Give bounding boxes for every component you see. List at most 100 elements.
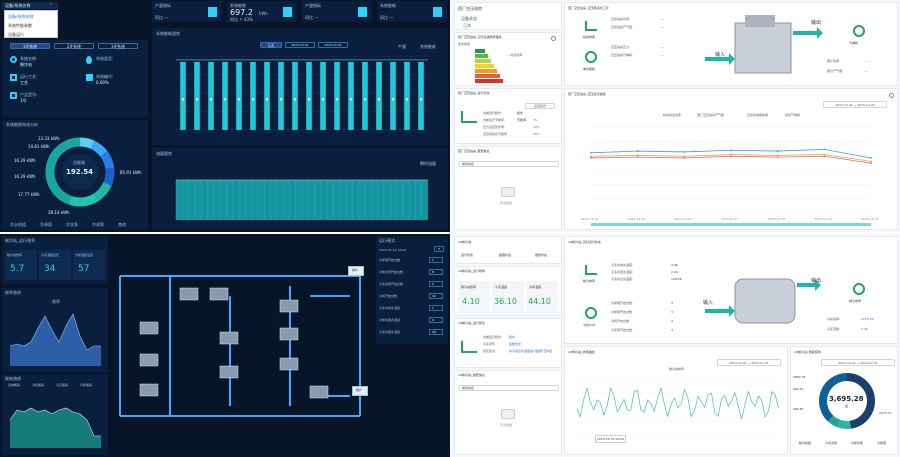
donut-label: 14.81 kWh [28, 144, 50, 149]
date-start: 2023-12-30 [835, 103, 853, 107]
efficiency-area-chart [9, 313, 101, 366]
donut-label: 2862.35 [793, 375, 806, 379]
info-label: 系统编号: [96, 74, 114, 79]
chiller-eff-curve-panel: 1#制冷站_效率曲线 2023-12-01 → 2023-12-31 制冷站效率… [564, 346, 788, 455]
eff-button[interactable]: 制冷效率 [583, 279, 596, 283]
live-row-value: --- [661, 45, 665, 49]
bar-marker [279, 98, 283, 101]
live-row-value: 3 [671, 310, 673, 314]
live-row-label: 冷冻水供水温度: [611, 263, 634, 267]
settings-icon[interactable] [551, 36, 556, 41]
opt-row-value: 将冷冻出水温度由7度提升至8度 [509, 349, 552, 353]
efficiency-curve-panel: 效率曲线 效率 [2, 288, 108, 372]
bar [376, 61, 382, 130]
donut-panel: 系统能耗构成分析 192.54 总能耗 13.33 kWh 14.81 kWh … [2, 120, 148, 230]
panel-subtitle: 能效等级 [458, 42, 471, 46]
bar-growth-icon [585, 265, 597, 275]
eff-button[interactable]: 综合效率 [583, 35, 596, 39]
data-point [683, 151, 686, 153]
range-button[interactable]: 1天 [260, 42, 282, 48]
data-point [590, 151, 592, 154]
settings-icon[interactable] [889, 93, 894, 98]
equipment-unit [279, 299, 299, 313]
donut-center-value: 192.54 [66, 168, 94, 176]
chiller-title[interactable]: 1#制冷站 [458, 240, 472, 244]
metric-label: 冷冻温度设定 [41, 253, 60, 257]
system-info-panel [2, 40, 148, 117]
series-line [9, 313, 101, 351]
live-status-panel: 西厂空压站房_空压机实时工况 综合效率 单位能耗 空压站房功率: --- 空压站房产… [564, 2, 898, 86]
bar-marker [335, 98, 339, 101]
legend-item: 冷冻能耗 [56, 383, 69, 387]
metric-label: 冷却温度设定 [75, 253, 94, 257]
metric-label: 冷却温差 [529, 285, 542, 289]
bar-legend-1: 系统能耗 [420, 44, 436, 49]
metric-card: 冷冻温度设定 34 [39, 250, 71, 280]
building-icon [208, 7, 217, 17]
status-tab[interactable]: 运行状态 [461, 253, 474, 257]
opt-row-pct: 20% [533, 132, 540, 136]
metric-label: 制冷站效率 [461, 285, 477, 289]
bar [250, 61, 256, 130]
chart-icon [86, 74, 93, 81]
donut-label: 28.14 kWh [48, 210, 70, 215]
area-fill [10, 314, 101, 366]
cop-button[interactable]: 冷机COP [583, 323, 596, 327]
compressor-body [734, 22, 792, 74]
tab-system-2[interactable]: 2#系统 [54, 43, 94, 49]
data-point [823, 155, 826, 158]
compressor-illustration [705, 15, 823, 74]
status-tab[interactable]: 报警状态 [535, 253, 548, 257]
alarm-level-select[interactable]: 报警等级 [459, 385, 559, 391]
energy-button[interactable]: 单位能耗 [583, 67, 596, 71]
ops-row-label: 冷冻水回水温度 [379, 330, 401, 334]
area-fill [10, 408, 101, 448]
dropdown-item[interactable]: 设备/系统名称 [8, 14, 34, 19]
data-point [870, 160, 872, 163]
ops-close-button[interactable]: ✕ [434, 246, 444, 252]
metric-value: 34 [44, 264, 56, 274]
donut-slice [90, 140, 108, 157]
bar-marker [349, 98, 353, 101]
dropdown-item[interactable]: 设备运行 [8, 32, 24, 37]
date-start-button[interactable]: 2023-12-01 [285, 42, 315, 48]
data-point [590, 155, 592, 158]
system-dropdown[interactable]: 设备/系统名称 ˄ [2, 2, 58, 9]
info-label: 系统类型: [96, 56, 114, 61]
zoom-slider [591, 223, 871, 226]
tab-system-3[interactable]: 3#系统 [98, 43, 138, 49]
date-range-picker[interactable]: 2023-12-01 → 2023-12-31 [821, 359, 895, 366]
opt-row-value: 模式 [509, 335, 516, 339]
bar [194, 61, 200, 130]
data-point [730, 149, 732, 152]
system-dropdown-label: 设备/系统名称 [5, 3, 31, 8]
tab-system-1[interactable]: 1#系统 [10, 43, 50, 49]
station-title[interactable]: 西厂空压站房 [458, 6, 482, 11]
panel-title: 1#制冷站_运行效率 [458, 269, 485, 273]
ops-row-value: 28 [429, 329, 443, 335]
drop-icon [86, 56, 92, 64]
panel-title: 西厂空压站房_空压机实时工况 [568, 6, 609, 10]
chart-legend: 效率 [52, 299, 60, 304]
alarm-level-select[interactable]: 报警等级 [459, 161, 559, 167]
status-value: 正常 [463, 23, 471, 28]
x-tick-label: 2023-12-28 [768, 217, 786, 221]
live-row-label: 空压站房功率: [611, 17, 631, 21]
mode-select[interactable]: 设定模式 [525, 103, 555, 109]
date-range-picker[interactable]: 2023-12-01 → 2023-12-31 [717, 359, 781, 366]
kpi-label: 系统能耗 [230, 3, 246, 8]
bar [208, 61, 214, 130]
date-range-picker[interactable]: 2023-12-30 → 2023-12-31 [823, 101, 887, 108]
chiller-live-panel: 1#制冷站_实时运行状态 制冷效率 冷机COP 冷冻水供水温度: 3.46 冷冻水回… [564, 236, 898, 344]
panel-title: 制冷站_运行效率 [5, 238, 35, 243]
donut-unit: 度 [845, 404, 849, 408]
equipment-unit [139, 383, 159, 397]
donut-label: 462.43 [793, 387, 804, 391]
date-end-button[interactable]: 2023-12-01 [318, 42, 348, 48]
tank-label: 用户 [352, 268, 359, 272]
opt-row-value: 模式 [517, 111, 524, 115]
status-tab[interactable]: 故障状态 [499, 253, 512, 257]
bar-marker [419, 98, 423, 101]
date-start: 2023-12-01 [838, 361, 856, 365]
dropdown-item[interactable]: 系统性能参数 [8, 23, 32, 28]
